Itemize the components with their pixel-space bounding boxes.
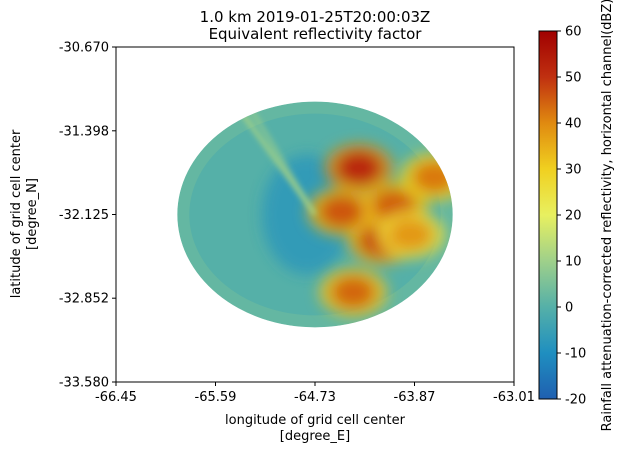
chart-title: 1.0 km 2019-01-25T20:00:03Z <box>200 8 431 26</box>
echo-region-core <box>319 195 364 228</box>
y-tick-label: -32.125 <box>59 208 109 223</box>
colorbar-tick-label: 0 <box>565 301 573 316</box>
echo-region-core <box>331 276 376 309</box>
y-tick-label: -30.670 <box>59 41 109 56</box>
x-axis-label: longitude of grid cell center <box>225 413 406 428</box>
colorbar-tick-label: -20 <box>565 393 586 408</box>
x-tick-label: -63.01 <box>493 390 535 405</box>
y-tick-label: -33.580 <box>59 376 109 391</box>
near-range-echo <box>262 154 352 275</box>
colorbar-label: Rainfall attenuation-corrected reflectiv… <box>600 0 615 431</box>
echo-region-core <box>389 218 434 251</box>
x-tick-label: -64.73 <box>294 390 336 405</box>
y-axis: -30.670 -31.398 -32.125 -32.852 -33.580 <box>59 41 116 391</box>
radar-disc <box>177 101 453 328</box>
radial-artifacts <box>236 102 317 216</box>
x-axis-unit: [degree_E] <box>280 429 350 444</box>
colorbar-tick-label: 20 <box>565 209 582 224</box>
colorbar-tick-label: -10 <box>565 347 586 362</box>
colorbar-ticks: -20 -10 0 10 20 30 40 50 60 <box>557 25 586 408</box>
radar-field <box>177 101 453 328</box>
radial-spike <box>245 102 317 216</box>
colorbar-tick-label: 30 <box>565 163 582 178</box>
colorbar-tick-label: 40 <box>565 117 582 132</box>
x-tick-label: -66.45 <box>95 390 137 405</box>
echo-region-core <box>336 151 381 184</box>
chart-subtitle: Equivalent reflectivity factor <box>209 25 423 43</box>
y-tick-label: -32.852 <box>59 292 109 307</box>
x-tick-label: -63.87 <box>394 390 436 405</box>
colorbar: -20 -10 0 10 20 30 40 50 60 Rainfall attenuation… <box>538 0 615 431</box>
y-axis-unit: [degree_N] <box>25 178 40 250</box>
echo-regions <box>307 143 453 317</box>
x-tick-label: -65.59 <box>195 390 237 405</box>
colorbar-tick-label: 50 <box>565 71 582 86</box>
colorbar-gradient <box>539 31 557 399</box>
plot-area: -66.45 -65.59 -64.73 -63.87 -63.01 -30.670-3… <box>59 41 535 406</box>
y-axis-label: latitude of grid cell center <box>9 129 24 298</box>
x-axis: -66.45 -65.59 -64.73 -63.87 -63.01 <box>95 382 535 405</box>
y-tick-label: -31.398 <box>59 124 109 139</box>
colorbar-tick-label: 60 <box>565 25 582 40</box>
colorbar-tick-label: 10 <box>565 255 582 270</box>
